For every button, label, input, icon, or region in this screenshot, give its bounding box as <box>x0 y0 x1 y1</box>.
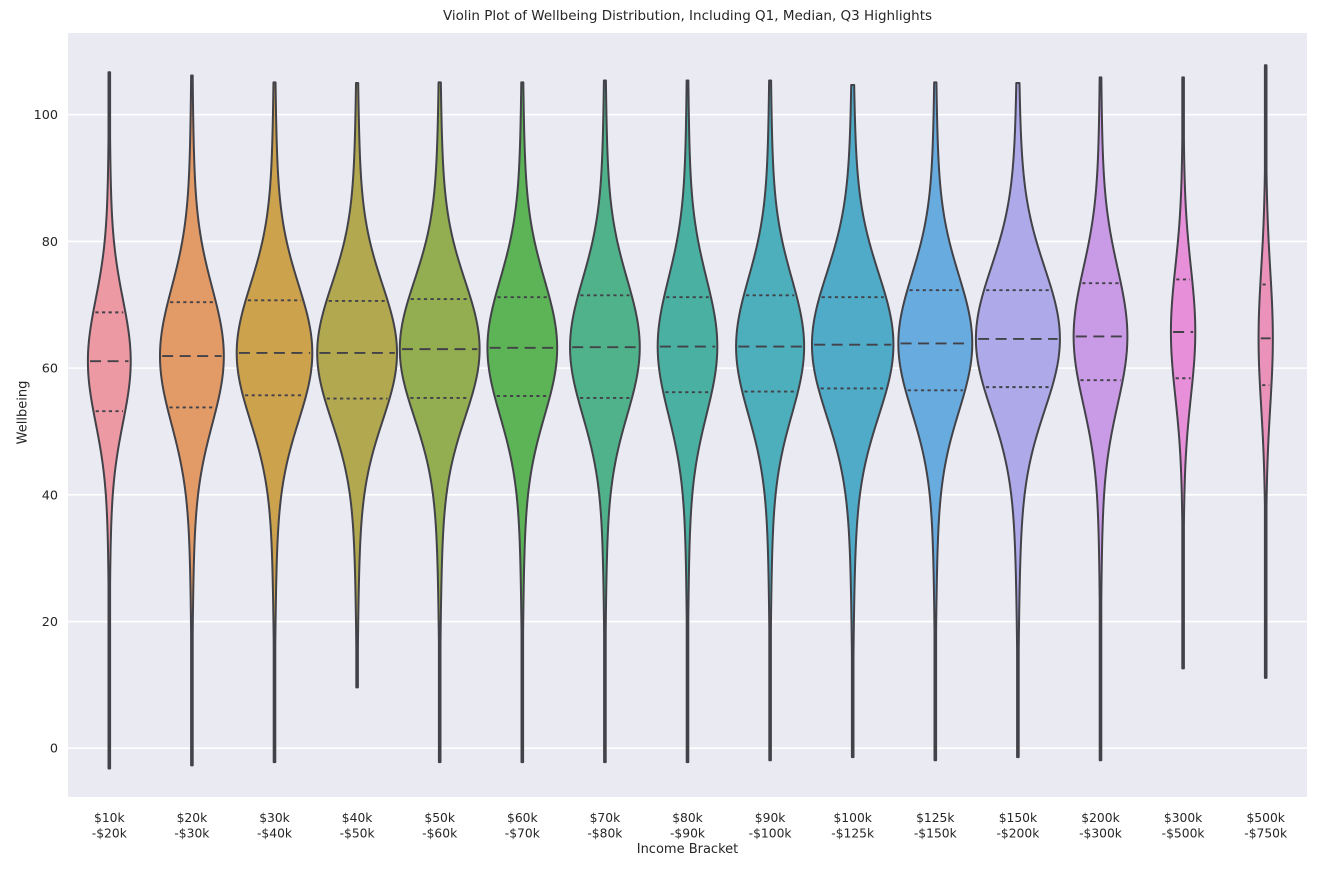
violin-$150k-$200k <box>974 82 1061 759</box>
chart-title: Violin Plot of Wellbeing Distribution, I… <box>442 8 933 24</box>
y-tick-label: 60 <box>42 362 58 377</box>
violin-$80k-$90k <box>656 79 719 764</box>
x-tick-label: $70k -$80k <box>587 811 623 841</box>
y-axis-label: Wellbeing <box>15 380 31 445</box>
violin-$30k-$40k <box>235 81 314 764</box>
violin-$70k-$80k <box>569 79 641 764</box>
y-tick-label: 80 <box>42 235 58 250</box>
violin-$50k-$60k <box>398 81 481 764</box>
violin-$200k-$300k <box>1072 76 1129 762</box>
x-tick-label: $40k -$50k <box>340 811 376 841</box>
x-tick-label: $30k -$40k <box>257 811 293 841</box>
x-tick-label: $125k -$150k <box>914 811 958 841</box>
violin-$20k-$30k <box>158 74 225 767</box>
x-axis-label: Income Bracket <box>636 842 739 857</box>
violin-$500k-$750k <box>1257 64 1274 679</box>
x-tick-label: $60k -$70k <box>505 811 541 841</box>
y-tick-label: 0 <box>50 742 58 757</box>
violin-$125k-$150k <box>897 81 974 762</box>
y-tick-label: 100 <box>34 108 58 123</box>
x-tick-label: $500k -$750k <box>1244 811 1288 841</box>
x-tick-label: $80k -$90k <box>670 811 706 841</box>
y-tick-label: 20 <box>42 615 58 630</box>
x-tick-label: $50k -$60k <box>422 811 458 841</box>
x-tick-label: $200k -$300k <box>1079 811 1123 841</box>
x-tick-label: $90k -$100k <box>749 811 793 841</box>
violin-$60k-$70k <box>486 81 559 764</box>
violin-$40k-$50k <box>316 82 398 689</box>
x-tick-label: $10k -$20k <box>92 811 128 841</box>
x-tick-label: $20k -$30k <box>174 811 210 841</box>
violin-$300k-$500k <box>1169 76 1197 670</box>
x-tick-label: $100k -$125k <box>831 811 875 841</box>
x-tick-label: $150k -$200k <box>996 811 1040 841</box>
y-tick-label: 40 <box>42 488 58 503</box>
violin-$10k-$20k <box>86 71 132 770</box>
violin-$90k-$100k <box>735 79 806 762</box>
x-tick-label: $300k -$500k <box>1162 811 1206 841</box>
violin-$100k-$125k <box>810 83 895 759</box>
